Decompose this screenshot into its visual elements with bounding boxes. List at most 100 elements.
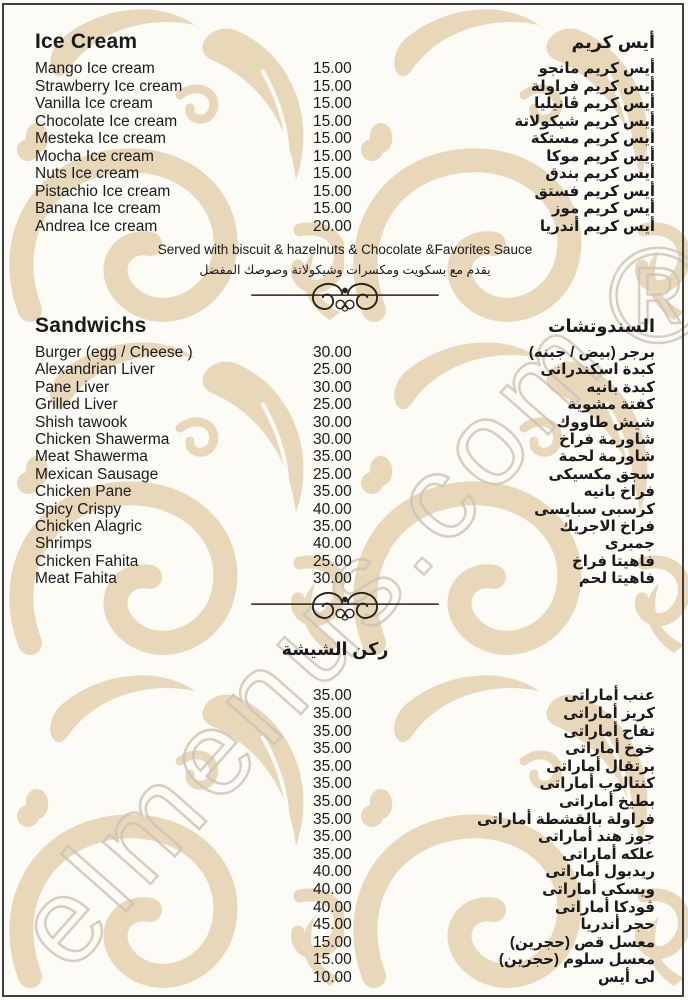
item-price: 35.00 — [313, 757, 352, 775]
item-price: 35.00 — [313, 810, 352, 828]
item-name-ar: فاهيتا لحم — [578, 570, 655, 588]
menu-item-row: 35.00 جوز هند أماراتى — [35, 828, 655, 846]
item-price: 35.00 — [313, 687, 352, 705]
menu-item-row: Nuts Ice cream 15.00 أيس كريم بندق — [35, 165, 655, 183]
divider-ornament — [35, 282, 655, 312]
menu-item-row: Chicken Shawerma 30.00 شاورمة فراخ — [35, 431, 655, 448]
menu-item-row: Mango Ice cream 15.00 أيس كريم مانجو — [35, 60, 655, 78]
item-price: 30.00 — [313, 413, 352, 431]
sandwiches-title-en: Sandwichs — [35, 314, 147, 337]
menu-item-row: 35.00 كنتالوب أماراتى — [35, 775, 655, 793]
menu-item-row: Banana Ice cream 15.00 أيس كريم موز — [35, 200, 655, 218]
menu-item-row: Chicken Alagric 35.00 فراخ الاجريك — [35, 518, 655, 535]
menu-item-row: Meat Fahita 30.00 فاهيتا لحم — [35, 570, 655, 587]
item-name-ar: كبدة اسكندرانى — [540, 361, 655, 379]
item-name-ar: شاورمة فراخ — [559, 430, 655, 448]
item-name-ar: فراخ بانيه — [583, 483, 655, 501]
item-name-ar: كريز أماراتى — [563, 705, 655, 723]
item-name-en: Chicken Alagric — [35, 517, 142, 535]
sandwiches-header: Sandwichs السندوتشات — [35, 314, 655, 338]
item-name-ar: لى أيس — [598, 968, 655, 986]
divider-flourish-icon — [251, 592, 439, 622]
item-name-ar: معسل قص (حجرين) — [509, 933, 655, 951]
item-price: 35.00 — [313, 828, 352, 846]
menu-item-row: 40.00 ريدبول أماراتى — [35, 863, 655, 881]
item-price: 45.00 — [313, 916, 352, 934]
sandwiches-title-ar: السندوتشات — [547, 316, 655, 336]
item-price: 15.00 — [313, 147, 352, 165]
item-name-ar: أيس كريم فستق — [534, 182, 656, 200]
sandwiches-items: Burger (egg / Cheese ) 30.00 برجر (بيض /… — [35, 344, 655, 587]
item-price: 15.00 — [313, 182, 352, 200]
item-name-ar: أيس كريم موز — [551, 200, 655, 217]
ice-cream-title-ar: أيس كريم — [571, 32, 655, 52]
menu-item-row: Shish tawook 30.00 شيش طاووك — [35, 414, 655, 431]
item-name-en: Andrea Ice cream — [35, 217, 158, 235]
item-price: 35.00 — [313, 845, 352, 863]
menu-item-row: 15.00 معسل سلوم (حجرين) — [35, 951, 655, 969]
item-name-ar: خوخ أماراتى — [565, 740, 655, 758]
serving-note-ar: يقدم مع بسكويت ومكسرات وشيكولاتة وصوصك ا… — [199, 263, 491, 277]
item-name-ar: أيس كريم شيكولاتة — [514, 112, 655, 130]
item-price: 15.00 — [313, 165, 352, 182]
ice-cream-header: Ice Cream أيس كريم — [35, 30, 655, 54]
item-name-en: Burger (egg / Cheese ) — [35, 344, 193, 361]
menu-item-row: Alexandrian Liver 25.00 كبدة اسكندرانى — [35, 361, 655, 378]
item-name-ar: أيس كريم ڤانيليا — [534, 95, 655, 112]
item-name-en: Chocolate Ice cream — [35, 112, 178, 130]
menu-item-row: Mexican Sausage 25.00 سجق مكسيكى — [35, 466, 655, 483]
item-price: 30.00 — [313, 430, 352, 448]
item-name-ar: كفتة مشوية — [567, 396, 655, 414]
item-price: 25.00 — [313, 552, 352, 570]
menu-item-row: Meat Shawerma 35.00 شاورمة لحمة — [35, 448, 655, 465]
item-name-en: Pistachio Ice cream — [35, 182, 171, 200]
item-price: 15.00 — [313, 112, 352, 130]
section-ice-cream: Ice Cream أيس كريم Mango Ice cream 15.00… — [35, 30, 655, 280]
menu-item-row: 35.00 علكه أماراتى — [35, 846, 655, 864]
item-name-en: Mocha Ice cream — [35, 147, 154, 165]
item-price: 20.00 — [313, 217, 352, 235]
item-price: 40.00 — [313, 535, 352, 553]
item-price: 30.00 — [313, 378, 352, 396]
menu-item-row: Chicken Fahita 25.00 فاهيتا فراخ — [35, 553, 655, 570]
item-name-en: Grilled Liver — [35, 396, 118, 414]
item-price: 35.00 — [313, 793, 352, 811]
item-name-en: Chicken Shawerma — [35, 430, 170, 448]
item-name-ar: فراخ الاجريك — [559, 517, 655, 535]
item-price: 40.00 — [313, 881, 352, 898]
shisha-title-ar: ركن الشيشة — [281, 639, 389, 660]
item-name-ar: فراولة بالقشطة أماراتى — [477, 810, 655, 828]
item-name-ar: تفاح أماراتى — [563, 722, 655, 740]
item-name-ar: برجر (بيض / جبنه) — [528, 344, 655, 361]
item-price: 15.00 — [313, 951, 352, 969]
item-name-ar: أيس كريم مانجو — [538, 60, 655, 77]
item-name-en: Mesteka Ice cream — [35, 130, 166, 147]
item-name-ar: علكه أماراتى — [561, 845, 655, 863]
menu-item-row: Chocolate Ice cream 15.00 أيس كريم شيكول… — [35, 113, 655, 131]
item-name-en: Pane Liver — [35, 378, 110, 396]
item-name-en: Shish tawook — [35, 413, 128, 431]
item-name-en: Nuts Ice cream — [35, 165, 140, 182]
ice-cream-items: Mango Ice cream 15.00 أيس كريم مانجو Str… — [35, 60, 655, 235]
menu-item-row: Chicken Pane 35.00 فراخ بانيه — [35, 483, 655, 500]
shisha-items: 35.00 عنب أماراتى 35.00 كريز أماراتى 35.… — [35, 687, 655, 986]
item-name-en: Shrimps — [35, 535, 92, 553]
item-name-en: Strawberry Ice cream — [35, 77, 183, 95]
item-price: 25.00 — [313, 396, 352, 414]
menu-item-row: Shrimps 40.00 جمبرى — [35, 535, 655, 552]
item-name-ar: جمبرى — [604, 535, 655, 553]
item-price: 35.00 — [313, 740, 352, 758]
item-price: 35.00 — [313, 448, 352, 466]
item-price: 35.00 — [313, 775, 352, 793]
item-name-ar: كرسبى سبايسى — [534, 500, 655, 518]
menu-item-row: Grilled Liver 25.00 كفتة مشوية — [35, 396, 655, 413]
item-name-ar: كنتالوب أماراتى — [539, 775, 655, 793]
item-name-en: Vanilla Ice cream — [35, 95, 153, 112]
item-price: 10.00 — [313, 968, 352, 986]
item-price: 15.00 — [313, 95, 352, 112]
item-price: 25.00 — [313, 361, 352, 379]
item-name-en: Spicy Crispy — [35, 500, 122, 518]
item-name-ar: جوز هند أماراتى — [537, 828, 655, 846]
